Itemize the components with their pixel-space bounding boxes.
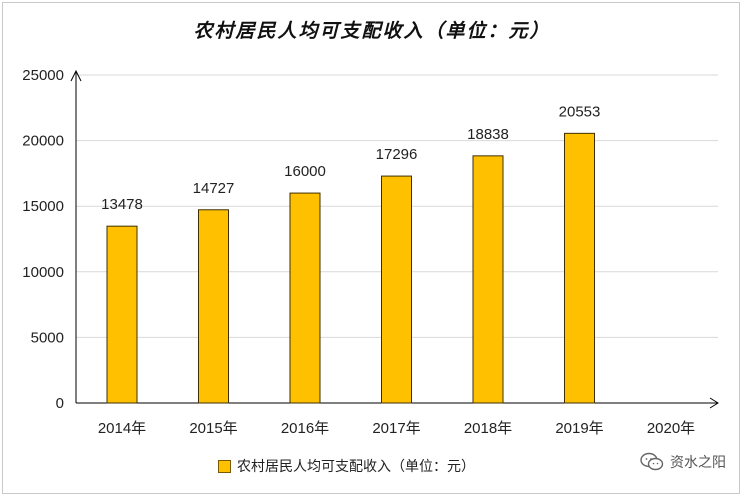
wechat-icon: [640, 452, 664, 471]
bar: [289, 192, 321, 404]
x-tick-label: 2020年: [647, 420, 695, 437]
bar: [106, 225, 138, 404]
x-axis-arrow: [709, 397, 719, 409]
legend-swatch: [218, 459, 231, 473]
watermark-text: 资水之阳: [670, 455, 726, 471]
legend: 农村居民人均可支配收入（单位：元）: [218, 456, 475, 476]
y-tick-label: 20000: [22, 133, 64, 150]
data-label: 13478: [101, 196, 143, 213]
data-label: 20553: [559, 103, 601, 120]
chart-title: 农村居民人均可支配收入（单位：元）: [193, 20, 551, 42]
y-tick-label: 10000: [22, 264, 64, 281]
y-axis-arrow: [70, 69, 82, 82]
y-tick-label: 25000: [22, 67, 64, 84]
bar: [472, 155, 504, 404]
data-label: 17296: [376, 146, 418, 163]
y-tick-label: 0: [56, 395, 64, 412]
x-tick-label: 2015年: [189, 420, 237, 437]
data-label: 18838: [467, 126, 509, 143]
bar: [564, 132, 595, 404]
legend-label: 农村居民人均可支配收入（单位：元）: [237, 459, 475, 475]
y-tick-label: 5000: [31, 329, 64, 346]
x-tick-label: 2018年: [464, 420, 512, 437]
data-label: 14727: [193, 180, 235, 197]
x-tick-label: 2014年: [98, 420, 146, 437]
data-label: 16000: [284, 163, 326, 180]
bar: [198, 209, 229, 404]
bar: [381, 175, 412, 404]
y-tick-label: 15000: [22, 198, 64, 215]
x-tick-label: 2016年: [281, 420, 329, 437]
x-tick-label: 2019年: [555, 420, 603, 437]
x-tick-label: 2017年: [372, 420, 420, 437]
watermark: 资水之阳: [640, 452, 726, 472]
